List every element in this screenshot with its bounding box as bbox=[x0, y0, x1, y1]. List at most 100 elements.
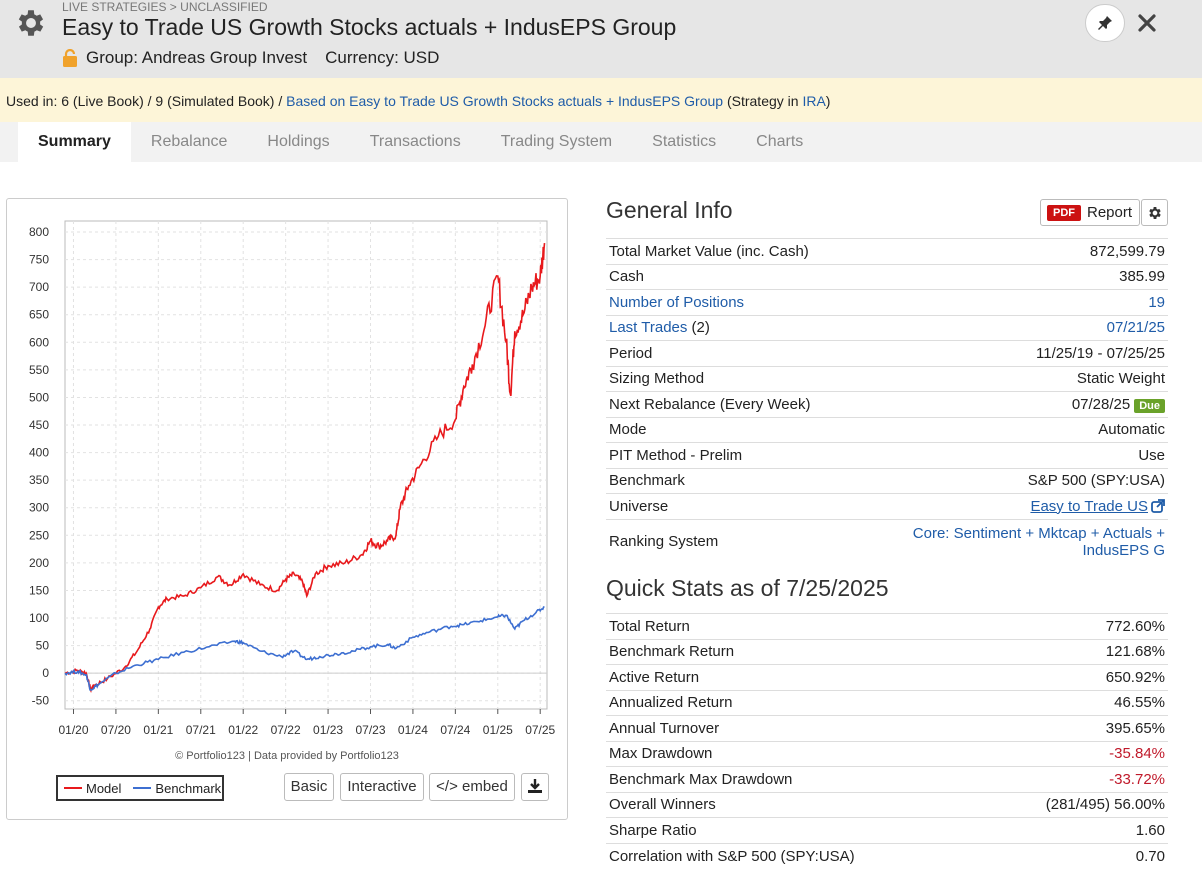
legend-label-model: Model bbox=[86, 780, 122, 796]
stat-label: Active Return bbox=[606, 664, 982, 690]
info-value: Use bbox=[856, 442, 1168, 468]
table-row: Correlation with S&P 500 (SPY:USA) 0.70 bbox=[606, 842, 1168, 869]
info-value: 11/25/19 - 07/25/25 bbox=[856, 340, 1168, 366]
tab-trading-system[interactable]: Trading System bbox=[500, 133, 613, 150]
plot-area bbox=[64, 220, 548, 710]
chart-legend[interactable]: Model Benchmark bbox=[56, 775, 224, 801]
legend-label-benchmark: Benchmark bbox=[155, 780, 222, 796]
settings-gear-icon[interactable] bbox=[14, 6, 48, 40]
legend-item-model[interactable]: Model bbox=[64, 781, 121, 796]
tab-transactions[interactable]: Transactions bbox=[369, 133, 461, 150]
table-row: Next Rebalance (Every Week) 07/28/25 Due bbox=[606, 391, 1168, 417]
x-tick-label: 07/23 bbox=[355, 723, 385, 737]
last-trades-link[interactable]: Last Trades bbox=[609, 319, 688, 337]
pin-button[interactable] bbox=[1085, 4, 1125, 42]
tab-bar: Summary Rebalance Holdings Transactions … bbox=[0, 122, 1202, 162]
table-row: Mode Automatic bbox=[606, 416, 1168, 443]
table-row: PIT Method - Prelim Use bbox=[606, 442, 1168, 468]
tab-holdings[interactable]: Holdings bbox=[267, 133, 330, 150]
x-tick-label: 01/20 bbox=[58, 723, 88, 737]
last-trades-date-link[interactable]: 07/21/25 bbox=[1106, 319, 1165, 337]
legend-item-benchmark[interactable]: Benchmark bbox=[133, 781, 221, 796]
based-on-link[interactable]: Based on Easy to Trade US Growth Stocks … bbox=[286, 93, 724, 109]
info-label: Cash bbox=[606, 263, 857, 290]
y-tick-label: 650 bbox=[29, 308, 49, 322]
currency-label: Currency: USD bbox=[325, 48, 440, 67]
stat-value: 46.55% bbox=[981, 689, 1168, 716]
tab-charts[interactable]: Charts bbox=[756, 133, 804, 150]
group-label: Group: Andreas Group Invest bbox=[86, 48, 308, 67]
info-value: 872,599.79 bbox=[856, 238, 1168, 264]
y-tick-label: 150 bbox=[29, 583, 49, 597]
tab-rebalance[interactable]: Rebalance bbox=[150, 133, 228, 150]
table-row: Benchmark S&P 500 (SPY:USA) bbox=[606, 467, 1168, 494]
pdf-badge: PDF bbox=[1047, 204, 1081, 221]
embed-button[interactable]: </> embed bbox=[429, 773, 515, 801]
y-tick-label: 400 bbox=[29, 446, 49, 460]
x-tick-label: 07/21 bbox=[186, 723, 216, 737]
table-row: Ranking System Core: Sentiment + Mktcap +… bbox=[606, 518, 1168, 564]
quick-stats-table: Total Return 772.60% Benchmark Return 121.… bbox=[606, 613, 1168, 869]
table-row: Annualized Return 46.55% bbox=[606, 689, 1168, 716]
table-row: Number of Positions 19 bbox=[606, 289, 1168, 315]
table-row: Benchmark Max Drawdown -33.72% bbox=[606, 766, 1168, 792]
pdf-report-button[interactable]: PDF Report bbox=[1040, 199, 1140, 226]
ira-link[interactable]: IRA bbox=[802, 93, 826, 109]
universe-link[interactable]: Easy to Trade US bbox=[1030, 497, 1148, 515]
y-tick-label: 300 bbox=[29, 501, 49, 515]
quick-stats-title: Quick Stats as of 7/25/2025 bbox=[606, 575, 889, 601]
x-tick-label: 07/25 bbox=[525, 723, 555, 737]
table-row: Last Trades (2) 07/21/25 bbox=[606, 314, 1168, 341]
chart-credit: © Portfolio123 | Data provided by Portfo… bbox=[175, 750, 399, 762]
download-button[interactable] bbox=[521, 773, 549, 801]
info-label: Benchmark bbox=[606, 467, 857, 494]
ranking-system-link-line2[interactable]: IndusEPS G bbox=[1082, 541, 1165, 559]
info-label: Total Market Value (inc. Cash) bbox=[606, 238, 857, 264]
stat-value: -35.84% bbox=[981, 740, 1168, 767]
page-title: Easy to Trade US Growth Stocks actuals +… bbox=[62, 14, 677, 40]
ranking-system-link-line1[interactable]: Core: Sentiment + Mktcap + Actuals + bbox=[912, 524, 1165, 542]
y-tick-label: 100 bbox=[29, 611, 49, 625]
y-tick-label: 500 bbox=[29, 390, 49, 404]
close-button[interactable] bbox=[1134, 10, 1160, 36]
info-value: S&P 500 (SPY:USA) bbox=[856, 467, 1168, 494]
x-tick-label: 07/24 bbox=[440, 723, 470, 737]
x-tick-label: 01/25 bbox=[483, 723, 513, 737]
y-tick-label: 50 bbox=[36, 639, 50, 653]
breadcrumb[interactable]: LIVE STRATEGIES > UNCLASSIFIED bbox=[62, 0, 268, 14]
number-of-positions-link[interactable]: Number of Positions bbox=[609, 293, 745, 311]
basic-chart-button[interactable]: Basic bbox=[284, 773, 334, 801]
table-row: Overall Winners (281/495) 56.00% bbox=[606, 791, 1168, 818]
positions-count-link[interactable]: 19 bbox=[1148, 293, 1165, 311]
stat-label: Total Return bbox=[606, 613, 982, 639]
report-label: Report bbox=[1087, 204, 1133, 221]
tab-summary[interactable]: Summary bbox=[18, 122, 131, 162]
y-tick-label: 750 bbox=[29, 253, 49, 267]
y-tick-label: 0 bbox=[42, 666, 49, 680]
closing-paren: ) bbox=[825, 93, 831, 109]
stat-value: -33.72% bbox=[981, 766, 1168, 792]
group-currency-line: Group: Andreas Group Invest Currency: US… bbox=[62, 48, 439, 68]
x-tick-label: 01/21 bbox=[143, 723, 173, 737]
info-value: Static Weight bbox=[856, 365, 1168, 392]
report-settings-button[interactable] bbox=[1141, 199, 1168, 226]
table-row: Cash 385.99 bbox=[606, 263, 1168, 290]
tab-statistics[interactable]: Statistics bbox=[652, 133, 717, 150]
stat-value: 1.60 bbox=[981, 817, 1168, 843]
gear-icon bbox=[1148, 206, 1161, 219]
y-tick-label: 200 bbox=[29, 556, 49, 570]
performance-chart[interactable]: 8007507006506005505004504003503002502001… bbox=[7, 199, 567, 744]
external-link-icon[interactable] bbox=[1151, 498, 1165, 513]
y-tick-label: 250 bbox=[29, 528, 49, 542]
interactive-chart-button[interactable]: Interactive bbox=[340, 773, 424, 801]
y-tick-label: 800 bbox=[29, 225, 49, 239]
y-tick-label: 450 bbox=[29, 418, 49, 432]
last-trades-count: (2) bbox=[687, 319, 710, 337]
series-line-benchmark bbox=[64, 606, 545, 692]
pin-icon bbox=[1098, 16, 1112, 30]
y-tick-label: 550 bbox=[29, 363, 49, 377]
x-tick-label: 01/22 bbox=[228, 723, 258, 737]
close-icon bbox=[1138, 14, 1156, 32]
stat-label: Annualized Return bbox=[606, 689, 982, 716]
download-icon bbox=[528, 779, 542, 793]
